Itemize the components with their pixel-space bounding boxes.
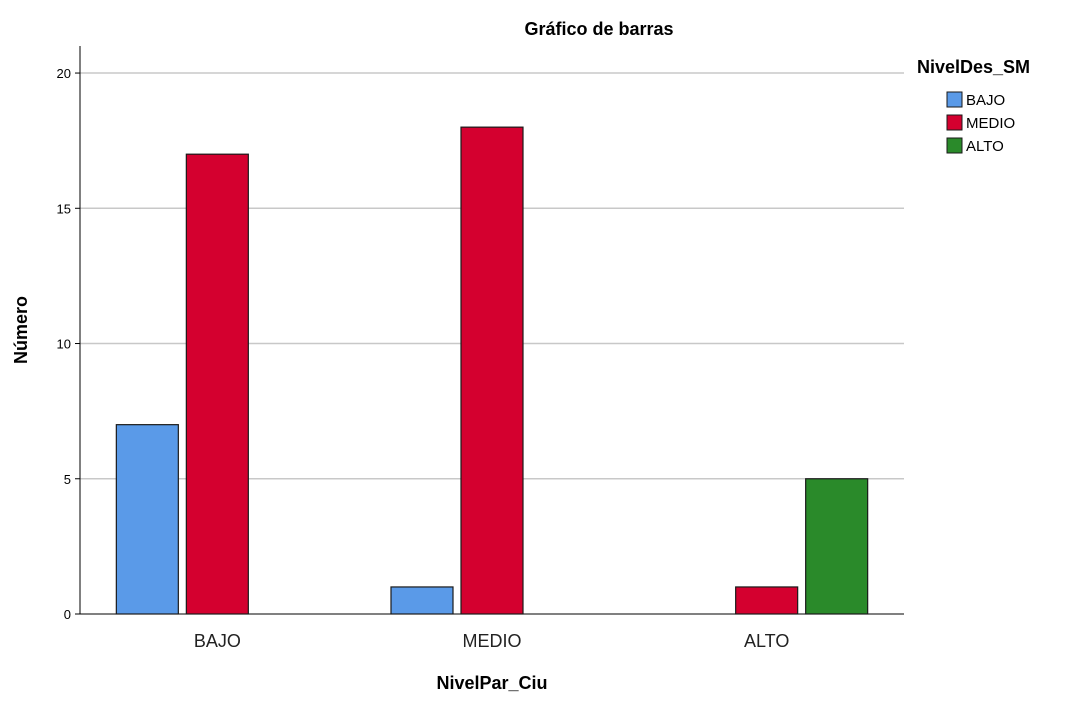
legend-swatch-bajo bbox=[946, 91, 963, 108]
bars bbox=[115, 126, 869, 615]
y-tick-label: 15 bbox=[57, 201, 71, 216]
bar-bajo-bajo bbox=[115, 424, 179, 615]
bar-medio-bajo bbox=[390, 586, 454, 615]
chart-title: Gráfico de barras bbox=[524, 19, 673, 39]
legend-swatch-medio bbox=[946, 114, 963, 131]
bar-alto-medio bbox=[735, 586, 799, 615]
bar-bajo-medio bbox=[185, 153, 249, 615]
y-tick-labels: 0 5 10 15 20 bbox=[57, 66, 80, 622]
legend: NivelDes_SM BAJO MEDIO ALTO bbox=[917, 57, 1030, 155]
bar-alto-alto bbox=[805, 478, 869, 615]
y-tick-label: 5 bbox=[64, 472, 71, 487]
x-tick-labels: BAJO MEDIO ALTO bbox=[194, 631, 790, 651]
x-tick-label: BAJO bbox=[194, 631, 241, 651]
legend-title: NivelDes_SM bbox=[917, 57, 1030, 77]
x-axis-title: NivelPar_Ciu bbox=[436, 673, 547, 693]
y-tick-label: 0 bbox=[64, 607, 71, 622]
bar-medio-medio bbox=[460, 126, 524, 615]
legend-label-alto: ALTO bbox=[966, 138, 1004, 155]
y-tick-label: 20 bbox=[57, 66, 71, 81]
legend-items: BAJO MEDIO ALTO bbox=[946, 91, 1015, 155]
y-tick-label: 10 bbox=[57, 337, 71, 352]
legend-label-medio: MEDIO bbox=[966, 115, 1015, 132]
y-axis-title: Número bbox=[11, 296, 31, 364]
x-tick-label: ALTO bbox=[744, 631, 789, 651]
legend-swatch-alto bbox=[946, 137, 963, 154]
legend-label-bajo: BAJO bbox=[966, 92, 1005, 109]
x-tick-label: MEDIO bbox=[462, 631, 521, 651]
